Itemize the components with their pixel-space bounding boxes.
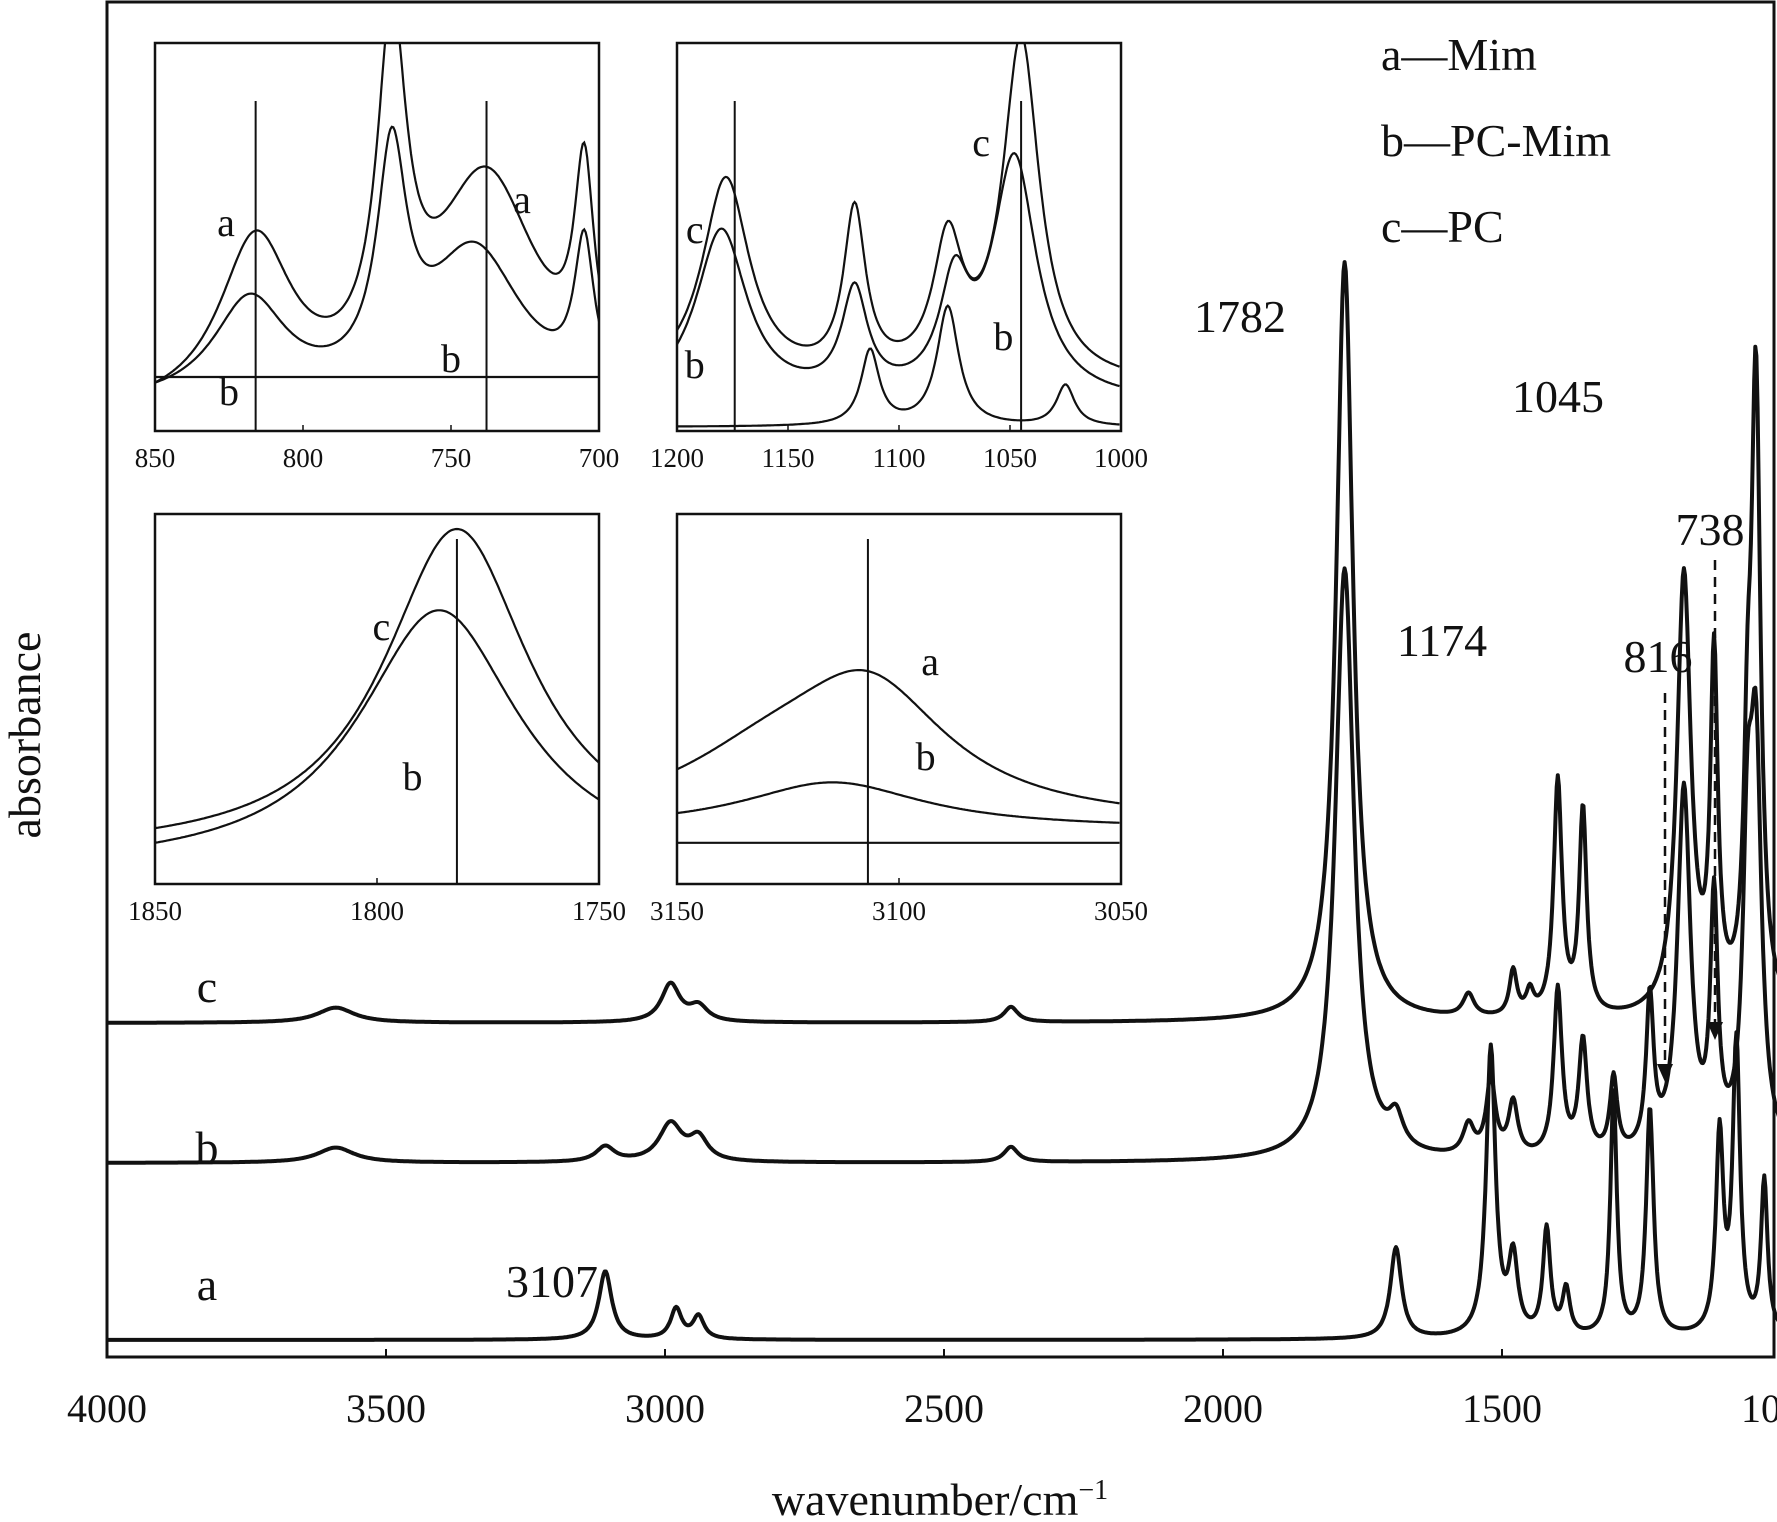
x-tick-label-3000: 3000 bbox=[625, 1386, 705, 1431]
legend-item-b: b—PC-Mim bbox=[1381, 115, 1611, 166]
annotation-738: 738 bbox=[1676, 504, 1745, 555]
x-tick-label-1500: 1500 bbox=[1462, 1386, 1542, 1431]
inset-2-tick-1100: 1100 bbox=[873, 443, 926, 473]
inset-4-tick-3150: 3150 bbox=[650, 896, 704, 926]
inset-1-tick-850: 850 bbox=[135, 443, 176, 473]
peak-annotations: 1782 1045 1174 816 738 3107 bbox=[506, 291, 1745, 1307]
annotation-816-arrow-head bbox=[1657, 1064, 1673, 1082]
inset-1-tick-700: 700 bbox=[579, 443, 620, 473]
annotation-816: 816 bbox=[1624, 631, 1693, 682]
inset-1-label-3: a bbox=[513, 177, 531, 222]
series-b-label: b bbox=[196, 1122, 219, 1173]
annotation-738-arrow-head bbox=[1707, 1022, 1723, 1040]
inset-1-series-a bbox=[155, 43, 599, 384]
inset-2-label-1: b bbox=[685, 342, 705, 387]
inset-3-tick-1850: 1850 bbox=[128, 896, 182, 926]
series-a-label: a bbox=[197, 1259, 217, 1310]
inset-4-tick-3050: 3050 bbox=[1094, 896, 1148, 926]
inset-2-label-3: b bbox=[993, 314, 1013, 359]
series-c-line bbox=[106, 260, 1777, 1025]
legend-item-c: c—PC bbox=[1381, 201, 1504, 252]
inset-3-series-c bbox=[155, 527, 599, 830]
inset-2-curves bbox=[677, 43, 1120, 428]
inset-2: 1200 1150 1100 1050 1000 c b c b bbox=[650, 41, 1148, 473]
inset-3-frame bbox=[153, 512, 601, 886]
y-axis-label: absorbance bbox=[0, 632, 50, 839]
annotation-1045: 1045 bbox=[1512, 371, 1604, 422]
inset-3-label-1: b bbox=[403, 754, 423, 799]
inset-1: 850 800 750 700 a b b a bbox=[135, 41, 620, 473]
inset-3-curves bbox=[155, 527, 599, 844]
x-axis-ticks: 4000 3500 3000 2500 2000 1500 1000 bbox=[67, 1349, 1777, 1431]
inset-1-frame bbox=[153, 41, 601, 433]
inset-4-label-0: a bbox=[921, 639, 939, 684]
inset-4: 3150 3100 3050 a b bbox=[650, 512, 1148, 926]
inset-3-tick-1800: 1800 bbox=[350, 896, 404, 926]
inset-3-label-0: c bbox=[373, 604, 391, 649]
insets-group: 850 800 750 700 a b b a 1200 1150 1100 1050 1000 c b c b… bbox=[128, 41, 1148, 926]
inset-2-label-0: c bbox=[686, 207, 704, 252]
inset-3: 1850 1800 1750 c b bbox=[128, 512, 626, 926]
x-tick-label-1000: 1000 bbox=[1741, 1386, 1777, 1431]
inset-3-tick-1750: 1750 bbox=[572, 896, 626, 926]
inset-2-label-2: c bbox=[972, 120, 990, 165]
inset-4-frame bbox=[675, 512, 1123, 886]
annotation-3107: 3107 bbox=[506, 1256, 598, 1307]
plot-frame bbox=[105, 0, 1776, 1359]
inset-4-label-1: b bbox=[916, 734, 936, 779]
legend: a—Mim b—PC-Mim c—PC bbox=[1381, 29, 1611, 252]
inset-4-curves bbox=[677, 669, 1120, 844]
main-series-labels: a b c bbox=[196, 961, 219, 1310]
inset-3-series-b bbox=[155, 609, 599, 844]
series-a-line bbox=[106, 1030, 1777, 1342]
inset-1-label-0: a bbox=[217, 200, 235, 245]
x-tick-label-3500: 3500 bbox=[346, 1386, 426, 1431]
x-tick-label-2000: 2000 bbox=[1183, 1386, 1263, 1431]
inset-1-tick-750: 750 bbox=[431, 443, 472, 473]
inset-1-curves bbox=[155, 43, 599, 384]
inset-2-series-a bbox=[677, 304, 1120, 428]
inset-2-series-c bbox=[677, 43, 1120, 368]
x-axis-label: wavenumber/cm−1 bbox=[772, 1474, 1108, 1522]
x-tick-label-4000: 4000 bbox=[67, 1386, 147, 1431]
inset-1-series-b bbox=[155, 125, 599, 384]
inset-2-tick-1050: 1050 bbox=[983, 443, 1037, 473]
inset-1-label-2: b bbox=[441, 336, 461, 381]
annotation-1174: 1174 bbox=[1397, 615, 1487, 666]
x-tick-label-2500: 2500 bbox=[904, 1386, 984, 1431]
inset-1-label-1: b bbox=[219, 369, 239, 414]
inset-2-tick-1000: 1000 bbox=[1094, 443, 1148, 473]
inset-1-tick-800: 800 bbox=[283, 443, 324, 473]
inset-2-tick-1150: 1150 bbox=[762, 443, 815, 473]
inset-4-series-b bbox=[677, 781, 1120, 824]
main-series-group bbox=[106, 260, 1777, 1342]
inset-4-tick-3100: 3100 bbox=[872, 896, 926, 926]
inset-2-series-b bbox=[677, 152, 1120, 388]
legend-item-a: a—Mim bbox=[1381, 29, 1537, 80]
annotation-1782: 1782 bbox=[1194, 291, 1286, 342]
series-b-line bbox=[106, 566, 1777, 1165]
inset-4-series-a bbox=[677, 669, 1120, 805]
inset-2-tick-1200: 1200 bbox=[650, 443, 704, 473]
series-c-label: c bbox=[197, 961, 217, 1012]
